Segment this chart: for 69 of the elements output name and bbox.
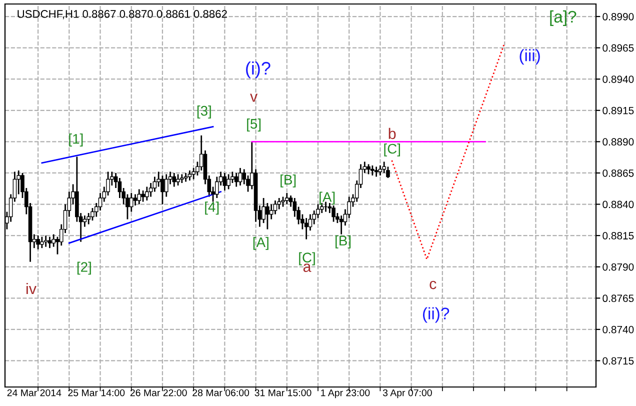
candlestick [382,161,386,174]
annotation: (ii)? [422,307,450,323]
annotation: b [388,128,396,140]
candlestick [44,234,48,248]
annotation: (i)? [246,61,270,78]
annotation: [5] [247,118,261,132]
x-tick-label: 3 Apr 07:00 [382,389,432,398]
annotation: (iii) [520,49,540,65]
annotation: [C] [384,143,400,156]
candlestick [269,204,274,220]
annotation: [A] [253,236,268,250]
x-tick-label: 26 Mar 22:00 [130,389,187,396]
candlestick [176,174,180,186]
y-tick-label: 0.8815 [602,232,634,240]
y-tick-label: 0.8965 [602,44,634,52]
candlestick [304,217,308,240]
y-tick-label: 0.8765 [602,294,634,302]
candlestick [374,166,378,178]
y-tick-label: 0.8915 [602,106,634,114]
candlestick [266,202,270,230]
y-tick-label: 0.8890 [602,138,634,146]
y-tick-label: 0.8715 [602,357,634,365]
candlestick [36,234,40,250]
candlestick [145,186,149,202]
annotation: a [303,264,312,272]
candlestick [137,188,142,205]
candlestick [238,167,242,186]
candlestick [133,194,138,206]
candlestick [226,174,230,190]
y-tick-label: 0.8865 [602,169,634,177]
annotation: [3] [197,106,211,118]
y-tick-label: 0.8840 [602,200,634,208]
annotation: [B] [336,235,351,248]
annotation: iv [26,282,36,294]
candlestick [48,236,52,249]
annotation: [4] [205,202,219,215]
annotation: [A] [320,192,335,205]
annotation: [B] [280,174,296,188]
candlestick [281,196,285,208]
candlestick [332,204,336,222]
candlestick [141,190,145,202]
annotation: c [430,280,436,290]
annotation: v [250,94,258,102]
candlestick [222,172,227,192]
x-tick-label: 24 Mar 2014 [7,389,62,396]
annotation: [a]? [550,10,576,26]
x-tick-label: 1 Apr 23:00 [321,389,370,398]
candlestick [234,172,238,188]
annotation: [C] [299,252,315,266]
x-tick-label: 28 Mar 06:00 [192,389,250,396]
candlestick [284,192,289,205]
y-tick-label: 0.8790 [602,263,634,271]
annotation: [1] [69,134,83,147]
y-tick-label: 0.8940 [602,76,634,83]
candlestick [90,207,94,222]
annotation: [2] [77,262,91,275]
candlestick [164,174,168,198]
chart-title: USDCHF,H1 0.8867 0.8870 0.8861 0.8862 [18,10,227,20]
candlestick [160,174,164,205]
candlestick [370,164,374,176]
y-tick-label: 0.8990 [602,13,634,20]
x-tick-label: 25 Mar 14:00 [68,389,125,396]
x-tick-label: 31 Mar 15:00 [254,389,312,396]
candlestick [172,172,176,188]
candlestick [366,164,370,175]
candlestick [129,192,134,212]
y-tick-label: 0.8740 [602,326,634,334]
candlestick [40,236,44,249]
candlestick [86,212,90,225]
